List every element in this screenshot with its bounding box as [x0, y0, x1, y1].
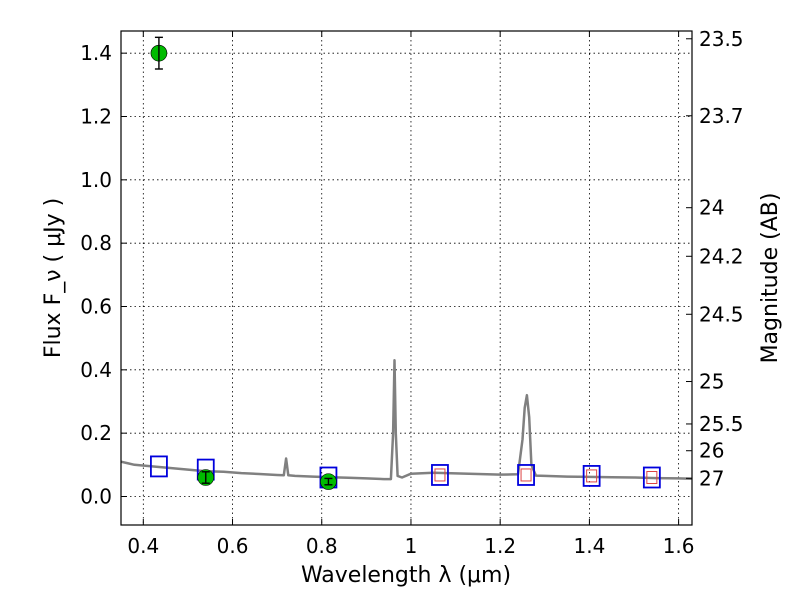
x-axis-label: Wavelength λ (μm)	[301, 563, 511, 588]
model-point	[642, 466, 661, 489]
x-tick-label: 1.6	[663, 534, 695, 558]
y-tick-label: 0.8	[80, 231, 112, 255]
model-point	[150, 455, 168, 478]
x-tick-label: 1	[405, 534, 418, 558]
right-tick-label: 24.2	[699, 244, 744, 268]
model-point-inner	[434, 468, 446, 482]
axis-ticks: 0.4 0.6 0.8 1 1.2 1.4 1.6 0.0 0.2 0.4 0.6 0.8 1.0 1.2…	[80, 27, 743, 558]
y-tick-label: 0.4	[80, 358, 112, 382]
x-tick-label: 0.6	[217, 534, 249, 558]
y-tick-label: 0.6	[80, 295, 112, 319]
y-tick-label: 0.2	[80, 421, 112, 445]
x-tick-label: 1.2	[484, 534, 516, 558]
right-tick-label: 27	[699, 466, 724, 490]
right-tick-label: 23.5	[699, 27, 744, 51]
right-tick-label: 25	[699, 370, 724, 394]
model-point	[517, 464, 535, 486]
y-axis-label: Flux F_ν ( μJy )	[41, 198, 66, 358]
y-tick-label: 1.0	[80, 168, 112, 192]
x-tick-label: 1.4	[573, 534, 605, 558]
y-tick-label: 0.0	[80, 485, 112, 509]
x-tick-label: 0.8	[306, 534, 338, 558]
plot-frame	[120, 30, 693, 526]
model-point-inner	[520, 468, 532, 482]
right-tick-label: 25.5	[699, 412, 744, 436]
grid	[121, 31, 692, 525]
spectrum-line	[120, 359, 693, 481]
x-tick-label: 0.4	[127, 534, 159, 558]
y-tick-label: 1.2	[80, 105, 112, 129]
right-axis-label: Magnitude (AB)	[758, 193, 783, 364]
observed-points	[150, 36, 337, 490]
model-point-inner	[646, 471, 658, 484]
y-tick-label: 1.4	[80, 41, 112, 65]
model-point	[431, 464, 449, 486]
spectrum-layer	[120, 359, 693, 481]
right-tick-label: 26	[699, 439, 724, 463]
model-point	[582, 465, 601, 487]
right-tick-label: 24.5	[699, 302, 744, 326]
right-tick-label: 24	[699, 196, 724, 220]
right-tick-label: 23.7	[699, 104, 744, 128]
model-points	[150, 455, 661, 489]
model-point-inner	[586, 469, 598, 483]
